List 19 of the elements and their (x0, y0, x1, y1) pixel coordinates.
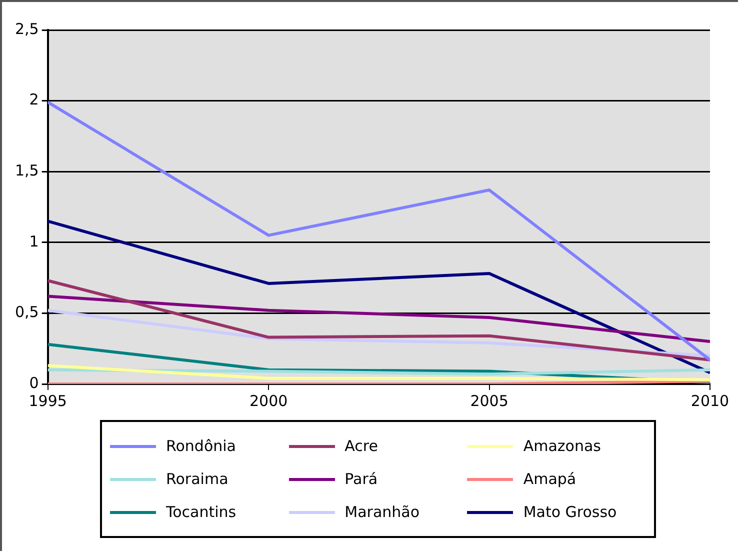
y-tick-label: 0 (29, 374, 39, 392)
legend-label: Acre (344, 437, 378, 455)
x-tick-label: 2000 (249, 392, 288, 410)
legend-label: Maranhão (344, 503, 420, 521)
y-tick-label: 2 (29, 90, 39, 109)
x-tick-label: 2005 (470, 392, 508, 410)
y-tick-label: 1 (29, 232, 39, 250)
legend-label: Mato Grosso (523, 503, 617, 521)
legend-label: Pará (344, 470, 378, 488)
x-tick-label: 2010 (690, 392, 730, 410)
legend-label: Amazonas (523, 437, 601, 455)
legend-label: Tocantins (166, 503, 236, 521)
legend-label: Amapá (523, 470, 576, 488)
y-tick-label: 1,5 (14, 161, 39, 180)
y-tick-label: 2,5 (14, 20, 39, 38)
legend-label: Rondônia (166, 437, 236, 455)
legend-label: Roraima (166, 470, 228, 488)
y-tick-label: 0,5 (14, 303, 39, 322)
x-tick-label: 1995 (28, 392, 67, 410)
